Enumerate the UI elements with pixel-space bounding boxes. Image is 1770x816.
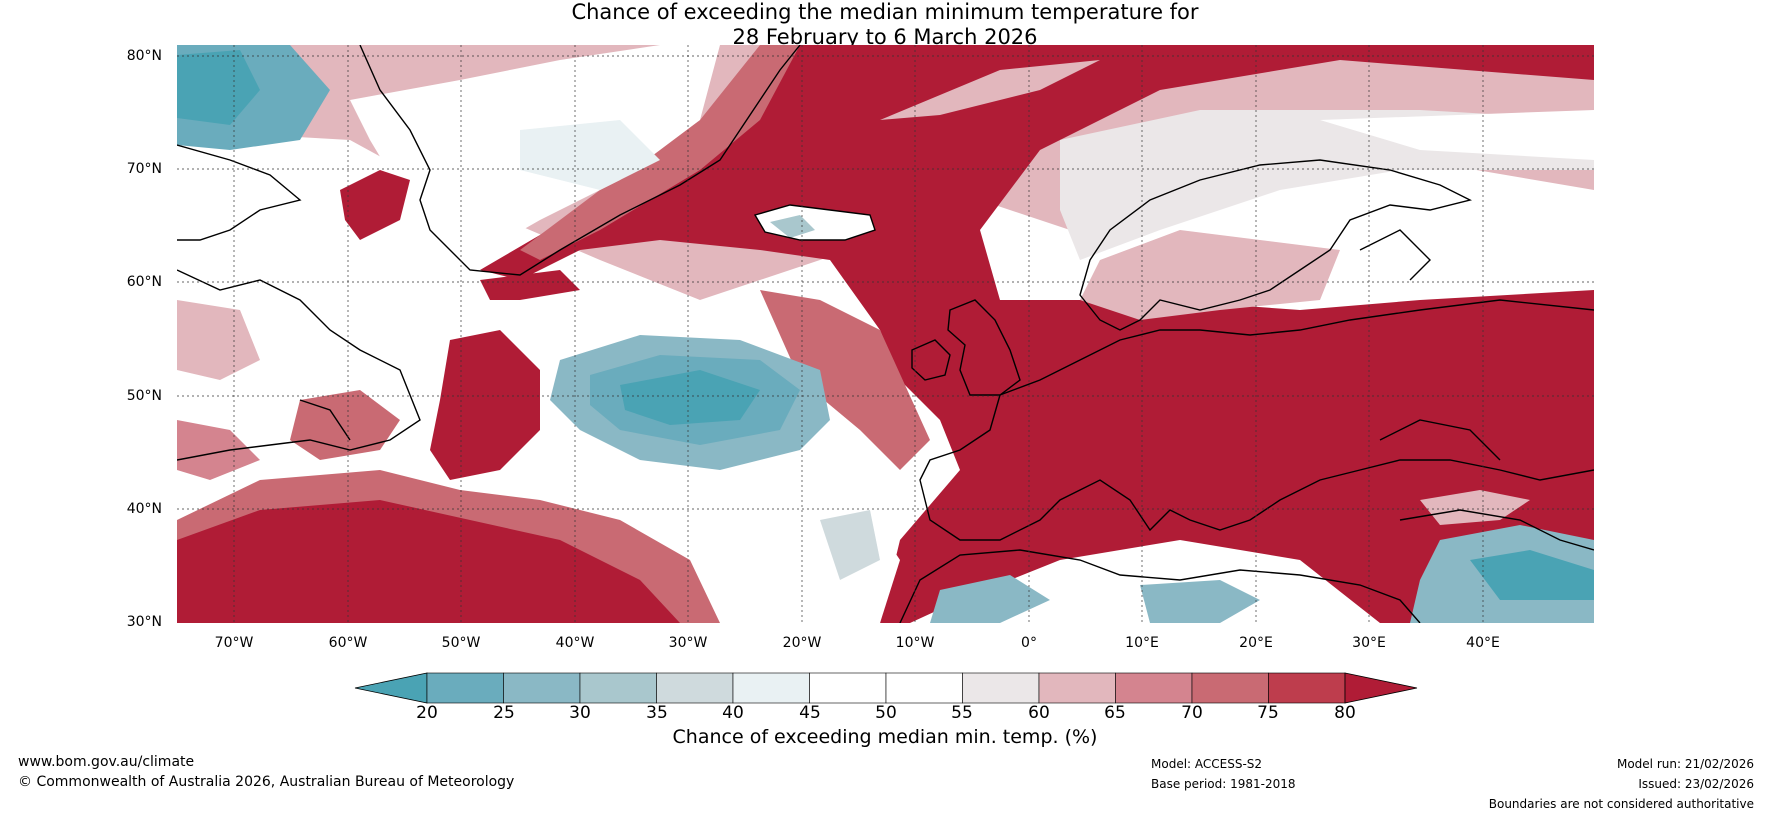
colorbar-swatch bbox=[579, 672, 657, 704]
colorbar-tick-55: 55 bbox=[951, 703, 973, 723]
lon-label-40w: 40°W bbox=[555, 635, 595, 651]
footer-disclaimer: Boundaries are not considered authoritat… bbox=[1488, 797, 1754, 811]
lon-label-20w: 20°W bbox=[782, 635, 822, 651]
colorbar-swatch bbox=[1268, 672, 1346, 704]
colorbar-swatch bbox=[1115, 672, 1193, 704]
lat-label-80n: 80°N bbox=[126, 48, 162, 64]
colorbar-swatch bbox=[885, 672, 963, 704]
colorbar-swatch bbox=[656, 672, 734, 704]
colorbar-swatch bbox=[732, 672, 810, 704]
colorbar-tick-70: 70 bbox=[1181, 703, 1203, 723]
lon-label-0: 0° bbox=[1021, 635, 1037, 651]
colorbar-tick-25: 25 bbox=[493, 703, 515, 723]
colorbar-tick-45: 45 bbox=[799, 703, 821, 723]
colorbar-swatch bbox=[962, 672, 1040, 704]
lat-label-40n: 40°N bbox=[126, 501, 162, 517]
colorbar-swatch bbox=[1191, 672, 1269, 704]
footer-issued: Issued: 23/02/2026 bbox=[1638, 777, 1754, 791]
lat-label-50n: 50°N bbox=[126, 388, 162, 404]
colorbar-swatch bbox=[503, 672, 581, 704]
colorbar-tick-50: 50 bbox=[875, 703, 897, 723]
colorbar bbox=[354, 672, 1418, 704]
lon-label-40e: 40°E bbox=[1466, 635, 1500, 651]
lon-label-60w: 60°W bbox=[328, 635, 368, 651]
lat-label-70n: 70°N bbox=[126, 161, 162, 177]
colorbar-swatch bbox=[1038, 672, 1116, 704]
colorbar-swatch bbox=[426, 672, 504, 704]
colorbar-tick-30: 30 bbox=[569, 703, 591, 723]
lon-label-70w: 70°W bbox=[214, 635, 254, 651]
lon-label-10w: 10°W bbox=[895, 635, 935, 651]
graticule bbox=[177, 45, 1594, 623]
colorbar-label: Chance of exceeding median min. temp. (%… bbox=[672, 726, 1098, 748]
colorbar-tick-20: 20 bbox=[416, 703, 438, 723]
colorbar-tick-75: 75 bbox=[1257, 703, 1279, 723]
lon-label-30e: 30°E bbox=[1352, 635, 1386, 651]
colorbar-tick-35: 35 bbox=[646, 703, 668, 723]
colorbar-tick-80: 80 bbox=[1334, 703, 1356, 723]
colorbar-tick-60: 60 bbox=[1028, 703, 1050, 723]
lat-label-60n: 60°N bbox=[126, 274, 162, 290]
colorbar-swatch bbox=[809, 672, 887, 704]
lat-label-30n: 30°N bbox=[126, 614, 162, 630]
lon-label-30w: 30°W bbox=[668, 635, 708, 651]
lon-label-20e: 20°E bbox=[1239, 635, 1273, 651]
footer-model-run: Model run: 21/02/2026 bbox=[1616, 757, 1754, 771]
footer-base-period: Base period: 1981-2018 bbox=[1151, 777, 1296, 791]
lon-label-10e: 10°E bbox=[1125, 635, 1159, 651]
colorbar-arrow-low bbox=[354, 672, 428, 704]
title-line-1: Chance of exceeding the median minimum t… bbox=[571, 0, 1199, 24]
colorbar-tick-40: 40 bbox=[722, 703, 744, 723]
footer-url[interactable]: www.bom.gov.au/climate bbox=[18, 754, 195, 770]
coastlines bbox=[177, 45, 1594, 623]
lon-label-50w: 50°W bbox=[441, 635, 481, 651]
footer-copyright: © Commonwealth of Australia 2026, Austra… bbox=[18, 774, 515, 790]
map-title: Chance of exceeding the median minimum t… bbox=[0, 0, 1770, 50]
colorbar-arrow-high bbox=[1344, 672, 1418, 704]
footer-model: Model: ACCESS-S2 bbox=[1151, 757, 1263, 771]
probability-field bbox=[177, 45, 1594, 623]
colorbar-tick-65: 65 bbox=[1104, 703, 1126, 723]
